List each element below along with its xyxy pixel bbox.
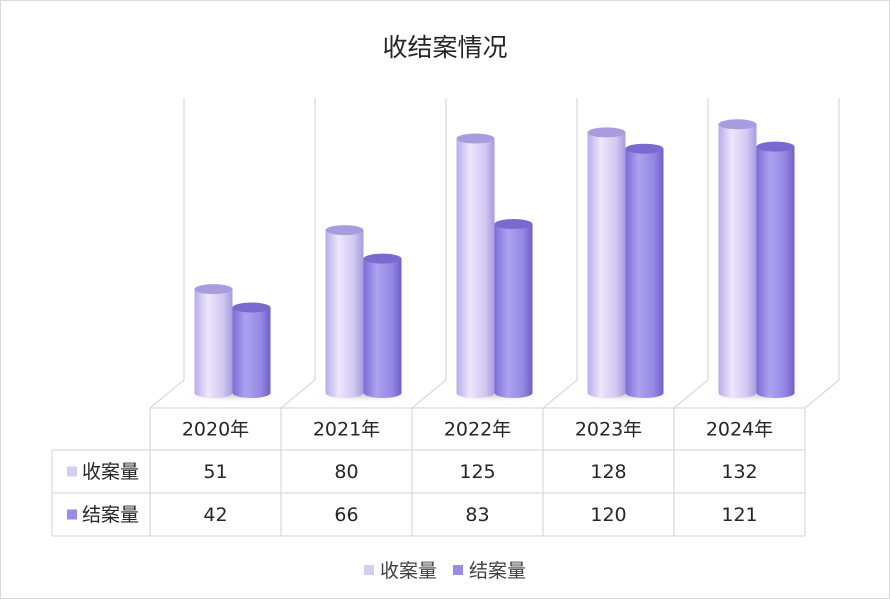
data-label-2-2021年: 66: [334, 504, 358, 526]
bar-top: [456, 133, 495, 144]
table-swatch-series-1: [67, 466, 77, 477]
tick-label-2021年: 2021年: [313, 419, 380, 441]
bar-top: [325, 225, 364, 236]
bar-closed-2021年: [363, 253, 402, 398]
bar-top: [232, 302, 271, 313]
bar-received-2024年: [718, 119, 757, 399]
legend-swatch-series-2: [453, 564, 463, 575]
bar-received-2022年: [456, 133, 495, 399]
data-label-1-2022年: 125: [459, 461, 495, 483]
plot-walls: [149, 98, 840, 409]
bar-body: [587, 132, 626, 398]
bar-body: [456, 138, 495, 399]
table-row-label-series-2: 结案量: [82, 504, 139, 526]
bar-body: [232, 307, 271, 398]
bar-body: [494, 224, 533, 398]
bar-body: [625, 148, 664, 398]
floor-edge: [280, 379, 316, 409]
data-label-1-2024年: 132: [721, 461, 757, 483]
bar-body: [718, 124, 757, 399]
floor-edge: [542, 379, 578, 409]
bar-top: [363, 253, 402, 264]
tick-label-2023年: 2023年: [575, 419, 642, 441]
bar-top: [194, 284, 233, 295]
bar-body: [363, 258, 402, 398]
bar-body: [325, 230, 364, 398]
data-label-1-2023年: 128: [590, 461, 626, 483]
legend-label-series-1: 收案量: [379, 560, 437, 582]
floor-edge: [804, 379, 840, 409]
bar-top: [494, 219, 533, 230]
data-label-2-2022年: 83: [465, 504, 489, 526]
floor-edge: [149, 379, 185, 409]
legend-swatch-series-1: [363, 564, 374, 575]
bar-top: [718, 119, 757, 130]
bar-received-2023年: [587, 127, 626, 398]
bar-closed-2023年: [625, 143, 664, 398]
bar-body: [194, 289, 233, 398]
legend-item-series-1: 收案量: [363, 556, 437, 583]
table-swatch-series-2: [67, 509, 77, 520]
legend-label-series-2: 结案量: [469, 560, 527, 582]
bar-received-2021年: [325, 225, 364, 398]
data-label-2-2023年: 120: [590, 504, 626, 526]
chart-title: 收结案情况: [382, 33, 508, 62]
table-row-label-series-1: 收案量: [82, 461, 139, 483]
tick-label-2024年: 2024年: [706, 419, 773, 441]
tick-label-2020年: 2020年: [182, 419, 249, 441]
data-label-2-2020年: 42: [203, 504, 227, 526]
data-label-1-2021年: 80: [334, 461, 358, 483]
bar-closed-2022年: [494, 219, 533, 398]
legend: 收案量 结案量: [0, 556, 890, 583]
floor-edge: [411, 379, 447, 409]
bars-group: [174, 119, 815, 403]
legend-item-series-2: 结案量: [453, 556, 526, 583]
bar-top: [587, 127, 626, 138]
bar-body: [756, 146, 795, 398]
floor-edge: [673, 379, 709, 409]
tick-label-2022年: 2022年: [444, 419, 511, 441]
bar-closed-2020年: [232, 302, 271, 398]
data-label-1-2020年: 51: [203, 461, 227, 483]
bar-top: [625, 143, 664, 154]
bar-closed-2024年: [756, 141, 795, 398]
data-label-2-2024年: 121: [721, 504, 757, 526]
bar-top: [756, 141, 795, 152]
bar-received-2020年: [194, 284, 233, 398]
